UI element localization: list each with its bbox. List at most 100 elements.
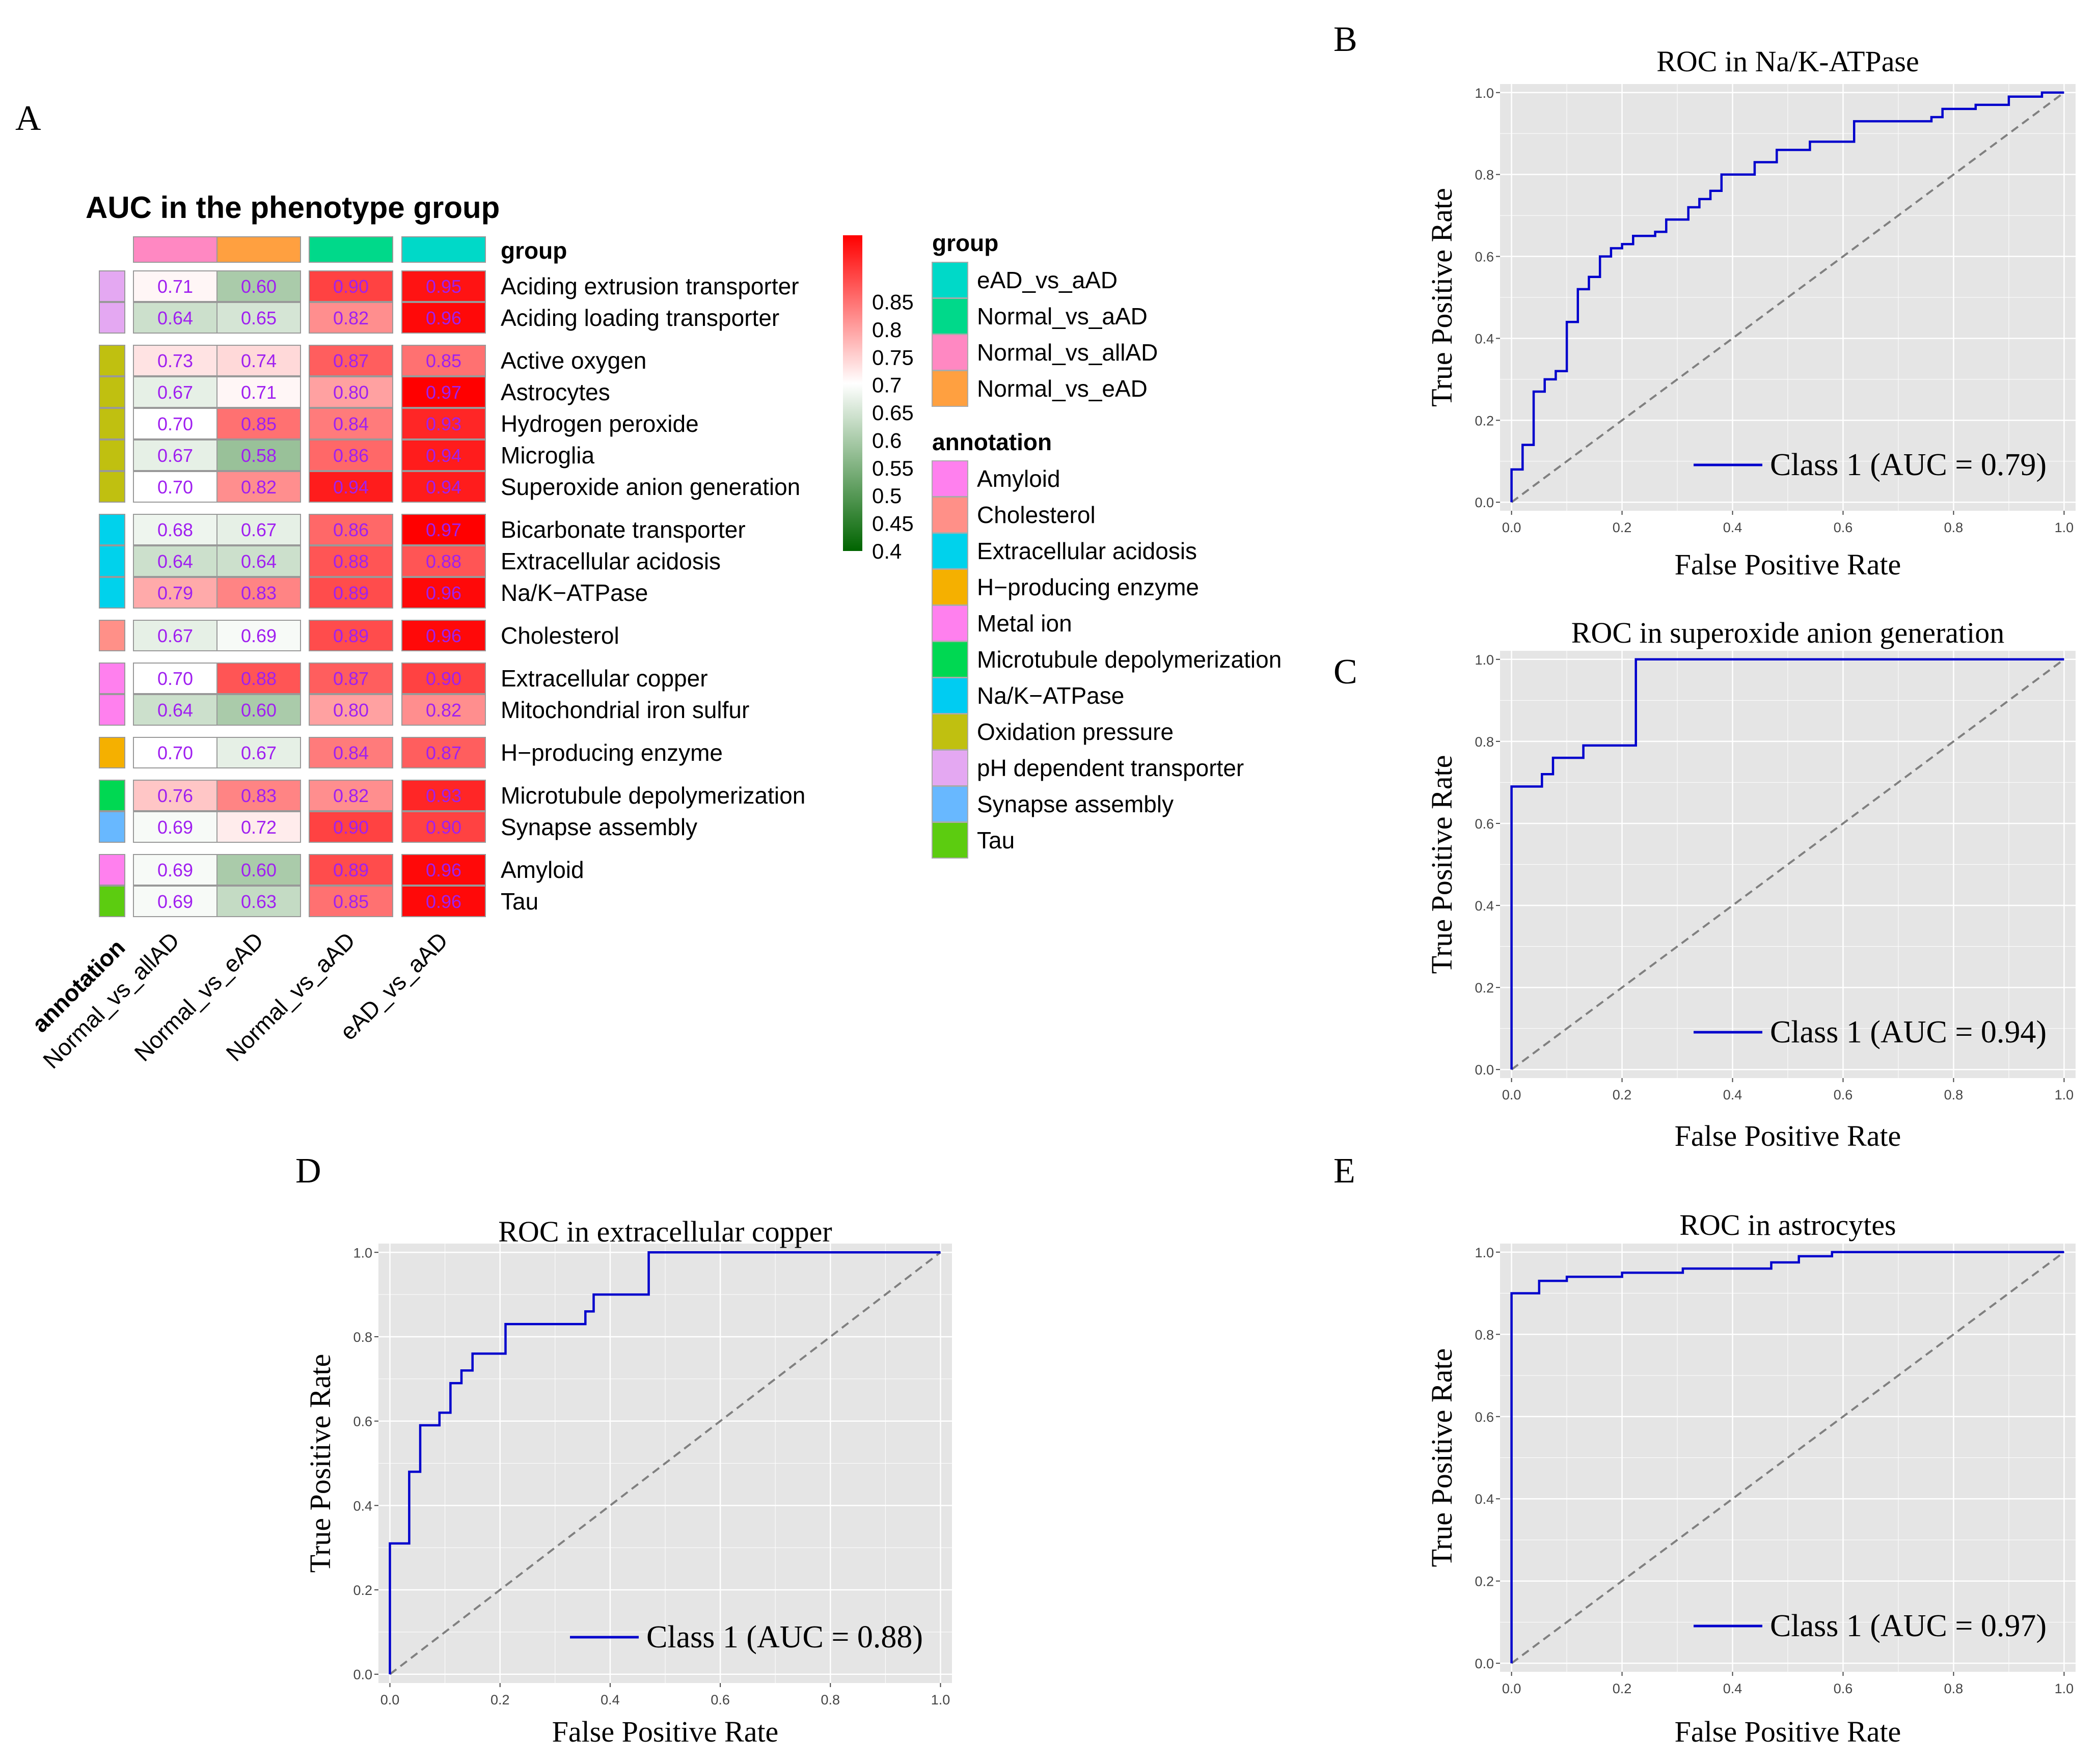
x-tick-label: 0.4 <box>1723 520 1742 535</box>
annotation-color-cell <box>99 471 125 503</box>
legend-swatch <box>932 262 968 298</box>
heatmap-cell-value: 0.94 <box>426 477 461 498</box>
heatmap-cell <box>401 408 486 439</box>
heatmap-cell <box>309 694 393 726</box>
heatmap-row-label: Cholesterol <box>501 622 619 649</box>
y-tick-label: 0.8 <box>1475 734 1494 750</box>
heatmap-cell-value: 0.97 <box>426 519 461 540</box>
group-color-cell <box>401 236 486 263</box>
roc-curve <box>389 1251 941 1674</box>
heatmap-cell-value: 0.94 <box>333 477 369 498</box>
annotation-color-cell <box>99 663 125 694</box>
legend-group-title: group <box>932 230 998 256</box>
heatmap-cell-value: 0.64 <box>157 308 193 328</box>
legend-group: group eAD_vs_aAD Normal_vs_aAD Normal_vs_a… <box>932 230 1158 407</box>
y-tick-label: 0.2 <box>1475 980 1494 996</box>
annotation-color-cell <box>99 514 125 545</box>
legend-label: Cholesterol <box>977 502 1096 528</box>
heatmap-cell <box>401 270 486 302</box>
x-tick-label: 0.2 <box>1613 1681 1632 1696</box>
heatmap-cell <box>309 663 393 694</box>
y-tick-label: 0.8 <box>1475 1327 1494 1342</box>
heatmap-cell-value: 0.82 <box>333 308 369 328</box>
legend-label: Normal_vs_allAD <box>977 339 1158 366</box>
heatmap-cell-value: 0.72 <box>241 817 277 838</box>
legend-label: Na/K−ATPase <box>977 682 1124 709</box>
legend-swatch <box>932 750 968 786</box>
y-axis-label: True Positive Rate <box>304 1354 337 1573</box>
annotation-color-cell <box>99 270 125 302</box>
heatmap-cell <box>133 694 217 726</box>
annotation-color-cell <box>99 620 125 651</box>
y-tick-label: 1.0 <box>1475 1245 1494 1260</box>
colorbar-tick-label: 0.6 <box>872 428 902 452</box>
heatmap-row-label: Mitochondrial iron sulfur <box>501 697 749 723</box>
heatmap-cell <box>216 408 301 439</box>
annotation-color-cell <box>99 737 125 768</box>
heatmap-cell <box>133 376 217 408</box>
x-tick-label: 1.0 <box>2055 520 2074 535</box>
annotation-color-cell <box>99 854 125 886</box>
colorbar-tick-label: 0.7 <box>872 373 902 397</box>
heatmap-cell-value: 0.74 <box>241 350 277 371</box>
colorbar-gradient <box>843 235 862 551</box>
heatmap-cell <box>309 737 393 768</box>
heatmap-cell-value: 0.90 <box>333 276 369 297</box>
heatmap-cell-value: 0.87 <box>426 742 461 763</box>
legend-label: Class 1 (AUC = 0.88) <box>646 1620 923 1655</box>
heatmap-cell-value: 0.93 <box>426 414 461 434</box>
heatmap-cell <box>216 737 301 768</box>
heatmap-cell-value: 0.93 <box>426 785 461 806</box>
heatmap-cell-value: 0.70 <box>157 742 193 763</box>
roc-curve <box>1510 658 2064 1070</box>
heatmap-cell <box>216 854 301 886</box>
heatmap-cell-value: 0.89 <box>333 860 369 880</box>
heatmap-cell-value: 0.90 <box>426 668 461 689</box>
heatmap-cell-value: 0.64 <box>241 551 277 572</box>
heatmap-cells: 0.71 0.60 0.90 0.95 0.64 0.65 0.82 0.96 0.73 0.74… <box>133 270 486 917</box>
heatmap-cell-value: 0.95 <box>426 276 461 297</box>
group-color-cell <box>309 236 393 263</box>
x-tick-label: 0.0 <box>1502 1681 1521 1696</box>
heatmap-cell-value: 0.97 <box>426 382 461 403</box>
x-tick-label: 0.6 <box>1834 520 1853 535</box>
heatmap-cell-value: 0.69 <box>157 891 193 912</box>
heatmap-row-label: Extracellular copper <box>501 665 708 692</box>
legend-swatch <box>932 334 968 371</box>
heatmap-cell-value: 0.96 <box>426 860 461 880</box>
heatmap-cell <box>216 694 301 726</box>
colorbar-tick-label: 0.4 <box>872 539 902 563</box>
heatmap-cell <box>309 545 393 577</box>
heatmap-cell <box>133 302 217 334</box>
legend-label: Normal_vs_eAD <box>977 375 1148 402</box>
roc-curve <box>1510 91 2064 503</box>
y-tick-label: 0.2 <box>353 1583 372 1598</box>
heatmap-cell-value: 0.67 <box>241 742 277 763</box>
heatmap-cell <box>309 811 393 843</box>
legend-label: pH dependent transporter <box>977 755 1244 781</box>
heatmap-cell <box>216 270 301 302</box>
colorbar-tick-label: 0.8 <box>872 318 902 342</box>
x-tick-label: 0.6 <box>1834 1087 1853 1102</box>
heatmap-cell <box>133 663 217 694</box>
x-tick-label: 1.0 <box>931 1692 950 1707</box>
heatmap-cell <box>133 471 217 503</box>
heatmap-cell-value: 0.67 <box>157 625 193 646</box>
roc-panel-e: 0.0 0.0 0.2 0.2 0.4 0.4 0.6 0.6 0.8 0.8 1.0 1.0 ROC … <box>1425 1208 2076 1748</box>
heatmap-cell <box>309 577 393 609</box>
heatmap-cell <box>309 854 393 886</box>
legend-label: Extracellular acidosis <box>977 538 1197 564</box>
legend-label: Amyloid <box>977 465 1060 492</box>
heatmap-cell <box>216 471 301 503</box>
annotation-color-cell <box>99 345 125 376</box>
heatmap-cell-value: 0.71 <box>157 276 193 297</box>
heatmap-cell-value: 0.89 <box>333 583 369 603</box>
x-tick-label: 1.0 <box>2055 1681 2074 1696</box>
legend-swatch <box>932 460 968 497</box>
y-tick-label: 0.4 <box>353 1498 372 1513</box>
heatmap-cell-value: 0.84 <box>333 742 369 763</box>
heatmap-row-label: Microtubule depolymerization <box>501 782 805 809</box>
heatmap-cell <box>401 694 486 726</box>
y-tick-label: 0.2 <box>1475 413 1494 428</box>
